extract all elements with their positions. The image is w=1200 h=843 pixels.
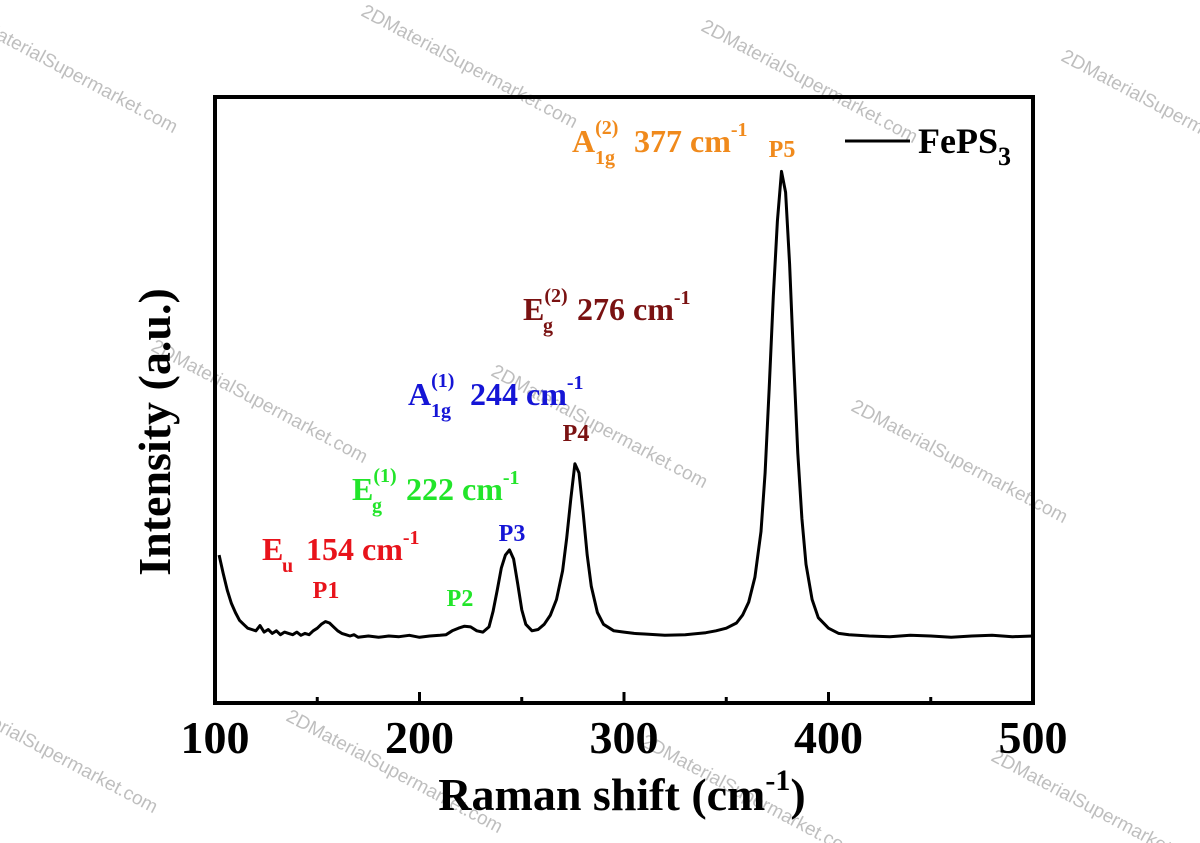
peak-label-p3: P3: [499, 521, 526, 547]
peak-annotations: Eu 154 cm-1P1 E(1) g 222 cm-1 P2 A(1) 1g 244 cm-…: [262, 117, 795, 612]
x-axis-ticks: [213, 692, 1035, 703]
mode-label-p3: A(1) 1g 244 cm-1: [408, 370, 584, 422]
x-axis-tick-labels: 100 200 300 400 500: [181, 712, 1068, 763]
watermark-text: 2DMaterialSupermarket.com: [0, 686, 161, 818]
x-tick-label: 500: [999, 712, 1068, 763]
mode-label-p5: A(2) 1g 377 cm-1: [572, 117, 748, 169]
plot-frame: [213, 95, 1035, 705]
mode-label-p2: E(1) g 222 cm-1: [352, 465, 520, 517]
x-axis-title: Raman shift (cm-1): [438, 764, 805, 820]
peak-label-p1: P1: [313, 578, 340, 604]
watermark-text: 2DMaterialSupermarket.com: [1058, 46, 1200, 178]
x-tick-label: 400: [794, 712, 863, 763]
legend-label: FePS3: [918, 121, 1011, 171]
annotation-p4: E(2) g 276 cm-1 P4: [523, 285, 691, 447]
annotation-p5: A(2) 1g 377 cm-1 P5: [572, 117, 795, 169]
mode-label-p1: Eu 154 cm-1: [262, 527, 420, 577]
watermark-text: 2DMaterialSupermarket.com: [148, 336, 371, 468]
annotation-p1: Eu 154 cm-1P1: [262, 527, 420, 604]
watermark-text: 2DMaterialSupermarket.com: [0, 6, 181, 138]
peak-label-p2: P2: [447, 586, 474, 612]
peak-label-p5: P5: [769, 137, 796, 163]
series-line-feps3: [217, 169, 1034, 639]
x-tick-label: 100: [181, 712, 250, 763]
annotation-p2: E(1) g 222 cm-1 P2: [352, 465, 520, 612]
annotation-p3: A(1) 1g 244 cm-1 P3: [408, 370, 584, 547]
watermark-text: 2DMaterialSupermarket.com: [848, 396, 1071, 528]
x-tick-label: 300: [590, 712, 659, 763]
mode-label-p4: E(2) g 276 cm-1: [523, 285, 691, 337]
y-axis-title: Intensity (a.u.): [129, 288, 180, 576]
watermark-text: 2DMaterialSupermarket.com: [358, 1, 581, 133]
legend: FePS3: [845, 121, 1011, 171]
peak-label-p4: P4: [563, 421, 590, 447]
x-tick-label: 200: [385, 712, 454, 763]
